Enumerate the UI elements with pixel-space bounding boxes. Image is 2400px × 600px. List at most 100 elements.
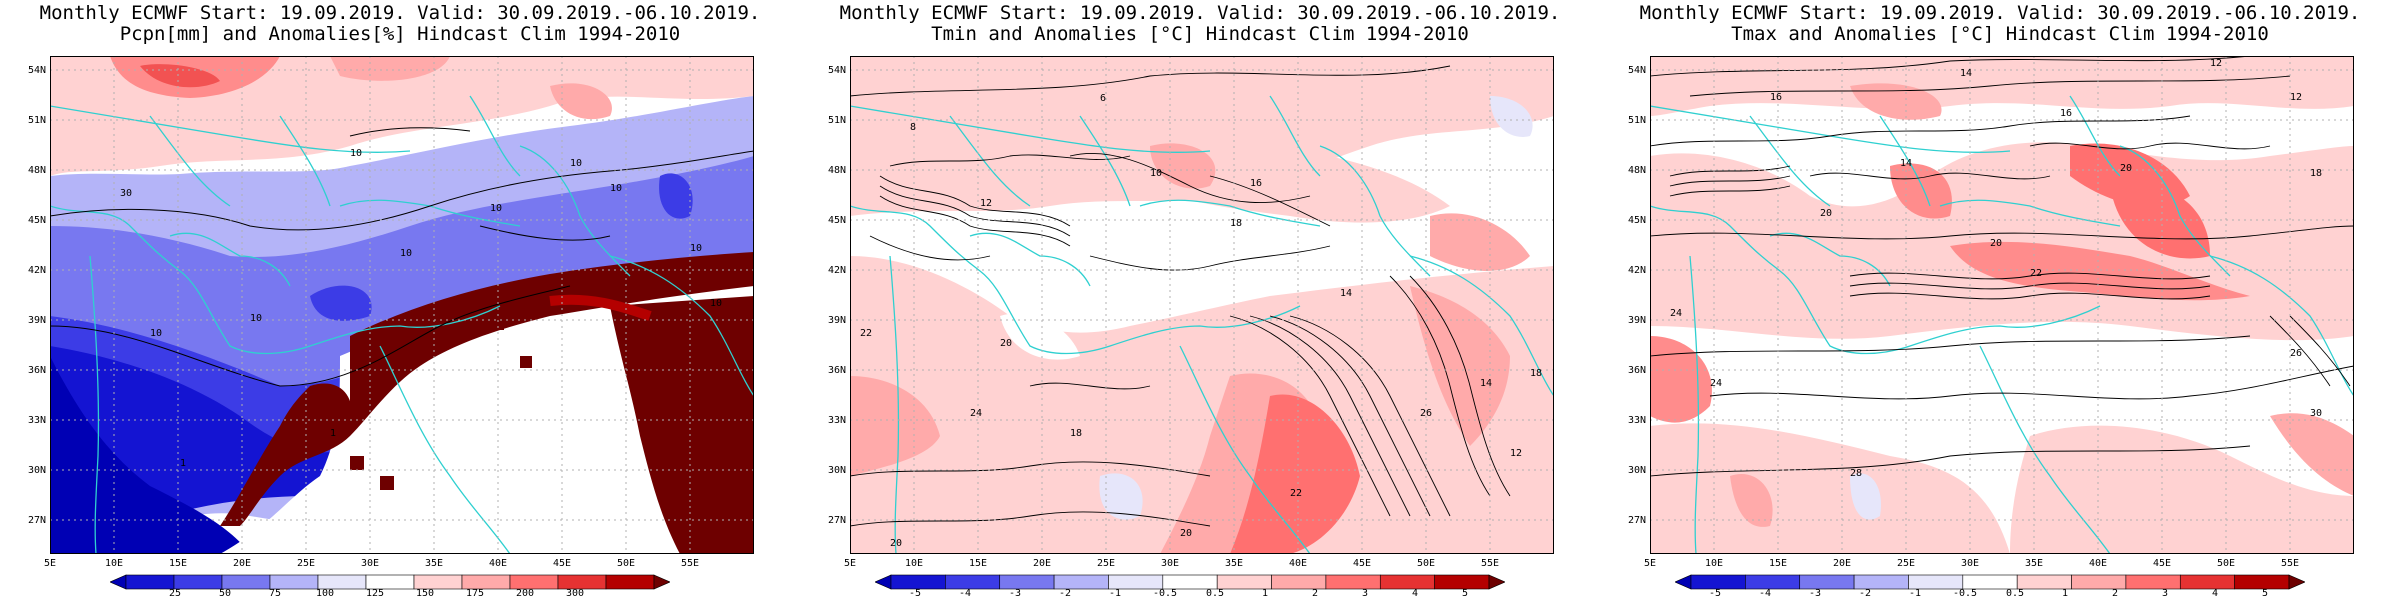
panel-title-line2: Tmax and Anomalies [°C] Hindcast Clim 19… (1731, 23, 2269, 45)
lon-label: 20E (1032, 558, 1052, 569)
colorbar-segment (1853, 574, 1909, 590)
lon-label: 25E (1896, 558, 1916, 569)
colorbar-segment (1325, 574, 1381, 590)
lon-label: 50E (2216, 558, 2236, 569)
contour-label: 20 (1180, 528, 1192, 539)
colorbar-label: 75 (268, 588, 282, 599)
contour-label: 14 (1960, 68, 1972, 79)
lon-label: 40E (1288, 558, 1308, 569)
lat-label: 39N (1627, 315, 1646, 326)
colorbar-label: -2 (1858, 588, 1872, 599)
contour-label: 26 (1420, 408, 1432, 419)
contour-label: 6 (1100, 93, 1106, 104)
contour-label: 22 (2030, 268, 2042, 279)
lon-label: 45E (1352, 558, 1372, 569)
lat-label: 51N (27, 115, 46, 126)
colorbar-segment (413, 574, 463, 590)
colorbar-segment (461, 574, 511, 590)
colorbar-segment (945, 574, 1001, 590)
precip-map-svg: 10 10 10 30 10 10 10 10 10 10 1 1 (50, 56, 754, 554)
lon-label: 35E (1224, 558, 1244, 569)
colorbar-segment (1799, 574, 1855, 590)
contour-label: 12 (2210, 58, 2222, 69)
lat-label: 27N (27, 515, 46, 526)
lon-label: 25E (1096, 558, 1116, 569)
colorbar-segment (1675, 574, 1692, 590)
lon-label: 30E (360, 558, 380, 569)
contour-label: 12 (980, 198, 992, 209)
colorbar-segment (1488, 574, 1505, 590)
colorbar-label: 125 (365, 588, 385, 599)
contour-label: 12 (2290, 92, 2302, 103)
contour-label: 18 (1530, 368, 1542, 379)
colorbar-segment (2288, 574, 2305, 590)
contour-label: 10 (570, 158, 582, 169)
lon-label: 20E (1832, 558, 1852, 569)
lon-label: 30E (1160, 558, 1180, 569)
lon-label: 15E (1768, 558, 1788, 569)
colorbar-label: -0.5 (1952, 588, 1978, 599)
colorbar-segment (221, 574, 271, 590)
colorbar-segment (999, 574, 1055, 590)
colorbar-segment (890, 574, 946, 590)
colorbar-label: -2 (1058, 588, 1072, 599)
colorbar (1675, 574, 2305, 590)
panel-title-line1: Monthly ECMWF Start: 19.09.2019. Valid: … (39, 2, 761, 24)
contour-label: 22 (1290, 488, 1302, 499)
colorbar-label: 1 (1261, 588, 1269, 599)
colorbar-segment (2016, 574, 2072, 590)
colorbar-segment (1053, 574, 1109, 590)
contour-label: 24 (1670, 308, 1682, 319)
colorbar-segment (2125, 574, 2181, 590)
lon-label: 45E (552, 558, 572, 569)
contour-label: 18 (1230, 218, 1242, 229)
colorbar-label: -3 (1008, 588, 1022, 599)
contour-label: 20 (1990, 238, 2002, 249)
contour-label: 14 (1480, 378, 1492, 389)
contour-label: 12 (1510, 448, 1522, 459)
contour-label: 10 (610, 183, 622, 194)
colorbar-segment (269, 574, 319, 590)
panel-title-line2: Pcpn[mm] and Anomalies[%] Hindcast Clim … (119, 23, 681, 45)
lon-label: 55E (2280, 558, 2300, 569)
colorbar-segment (1434, 574, 1490, 590)
contour-label: 8 (910, 122, 916, 133)
lat-label: 30N (827, 465, 846, 476)
lat-label: 48N (1627, 165, 1646, 176)
contour-label: 10 (400, 248, 412, 259)
contour-label: 16 (2060, 108, 2072, 119)
colorbar-label: -5 (908, 588, 922, 599)
lat-label: 27N (1627, 515, 1646, 526)
lat-label: 42N (27, 265, 46, 276)
colorbar-label: 3 (1361, 588, 1369, 599)
colorbar (110, 574, 670, 590)
lon-label: 55E (680, 558, 700, 569)
lon-label: 35E (424, 558, 444, 569)
contour-label: 30 (2310, 408, 2322, 419)
colorbar-label: 4 (2211, 588, 2219, 599)
contour-label: 22 (860, 328, 872, 339)
colorbar-segment (1108, 574, 1164, 590)
lon-label: 50E (1416, 558, 1436, 569)
colorbar-segment (2071, 574, 2127, 590)
lat-label: 36N (827, 365, 846, 376)
contour-label: 10 (250, 313, 262, 324)
colorbar-label: -0.5 (1152, 588, 1178, 599)
colorbar-segment (605, 574, 655, 590)
colorbar-segment (1908, 574, 1964, 590)
colorbar-segment (875, 574, 892, 590)
contour-label: 10 (350, 148, 362, 159)
colorbar-segment (1745, 574, 1801, 590)
colorbar-label: -1 (1108, 588, 1122, 599)
colorbar-label: -1 (1908, 588, 1922, 599)
lon-label: 15E (968, 558, 988, 569)
panel-title-line1: Monthly ECMWF Start: 19.09.2019. Valid: … (839, 2, 1561, 24)
colorbar-label: 0.5 (2005, 588, 2025, 599)
lat-label: 30N (1627, 465, 1646, 476)
lat-label: 48N (827, 165, 846, 176)
colorbar-label: 175 (465, 588, 485, 599)
tmin-map: 8 6 10 16 18 12 14 22 20 24 18 22 26 12 … (850, 56, 1554, 554)
colorbar-segment (365, 574, 415, 590)
colorbar-label: -4 (958, 588, 972, 599)
colorbar-segment (1690, 574, 1746, 590)
